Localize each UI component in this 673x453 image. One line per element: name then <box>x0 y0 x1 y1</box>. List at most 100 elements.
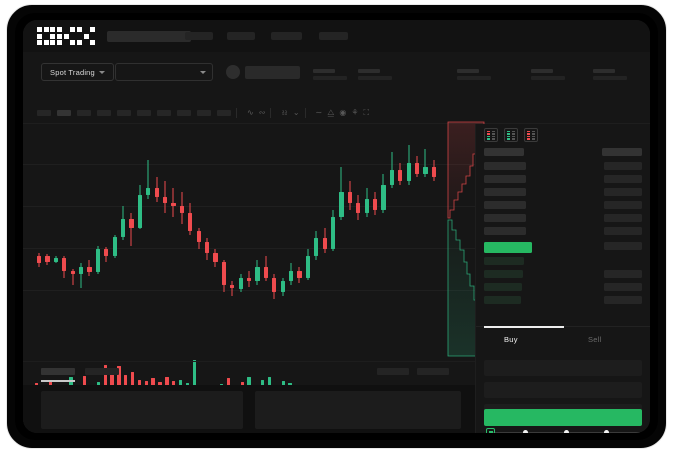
candle <box>45 124 50 324</box>
nav-item-3[interactable] <box>271 32 302 40</box>
order-book-and-trade-panel: Buy Sell <box>475 124 650 433</box>
ticker-stat <box>531 69 565 80</box>
tab-sell[interactable]: Sell <box>588 335 602 344</box>
candle-wick <box>72 268 74 285</box>
orders-tab-active[interactable] <box>41 368 75 375</box>
stat-label <box>313 69 335 73</box>
orderbook-mode-bids-icon[interactable] <box>504 128 518 142</box>
place-buy-order-button[interactable] <box>484 409 642 426</box>
timeframe-button[interactable] <box>57 109 71 116</box>
candle-body <box>289 270 294 282</box>
slider-stop-25[interactable] <box>523 429 528 433</box>
order-field-2[interactable] <box>484 382 642 398</box>
fullscreen-icon[interactable]: ⛶ <box>363 107 370 117</box>
settings-gear-icon[interactable]: ⚘ <box>351 107 359 117</box>
orderbook-ask-price[interactable] <box>484 188 526 196</box>
timeframe-button[interactable] <box>157 109 171 116</box>
nav-item-2[interactable] <box>227 32 255 40</box>
candle <box>331 124 336 324</box>
orders-action-2[interactable] <box>417 368 449 375</box>
candle <box>179 124 184 324</box>
tab-buy[interactable]: Buy <box>504 335 518 344</box>
orderbook-ask-price[interactable] <box>484 214 526 222</box>
timeframe-button[interactable] <box>197 109 211 116</box>
timeframe-button[interactable] <box>97 109 111 116</box>
chevron-down-icon[interactable]: ⌄ <box>292 107 300 117</box>
orderbook-ask-amount[interactable] <box>604 162 642 170</box>
orderbook-ask-price[interactable] <box>484 201 526 209</box>
okx-logo[interactable] <box>37 27 95 45</box>
tablet-device-frame: Spot Trading <box>6 4 667 449</box>
timeframe-button[interactable] <box>177 109 191 116</box>
orderbook-ask-price[interactable] <box>484 175 526 183</box>
orderbook-ask-amount[interactable] <box>604 175 642 183</box>
orderbook-ask-amount[interactable] <box>604 201 642 209</box>
candle-body <box>121 218 126 237</box>
trend-line-icon[interactable]: ∿ <box>247 107 254 117</box>
buy-sell-tab-bar: Buy Sell <box>476 326 650 354</box>
candle <box>129 124 134 324</box>
orderbook-ask-price[interactable] <box>484 227 526 235</box>
market-type-label: Spot Trading <box>50 67 95 77</box>
orderbook-spread-row[interactable] <box>484 242 532 253</box>
search-input[interactable] <box>107 30 191 42</box>
orderbook-bid-price[interactable] <box>484 296 521 304</box>
orderbook-bid-price[interactable] <box>484 257 524 265</box>
orderbook-bid-price[interactable] <box>484 270 523 278</box>
top-navigation-bar <box>23 20 650 52</box>
orderbook-bid-amount[interactable] <box>604 270 642 278</box>
main-content: Buy Sell <box>23 121 650 433</box>
candle <box>423 124 428 324</box>
nav-item-1[interactable] <box>185 32 213 40</box>
ticker-stat <box>457 69 491 80</box>
candle-body <box>255 267 260 282</box>
slider-stop-50[interactable] <box>564 429 569 433</box>
orderbook-bid-amount[interactable] <box>604 296 642 304</box>
orders-panel-right[interactable] <box>255 391 461 429</box>
orderbook-mode-both-icon[interactable] <box>484 128 498 142</box>
trading-pair-select[interactable] <box>115 63 213 81</box>
candle <box>431 124 436 324</box>
candle <box>230 124 235 324</box>
okx-trading-app: Spot Trading <box>23 20 650 433</box>
orders-panel-left[interactable] <box>41 391 243 429</box>
stat-label <box>593 69 615 73</box>
candle <box>205 124 210 324</box>
orderbook-header-price <box>484 148 524 156</box>
candle-body <box>263 267 268 278</box>
market-type-selector[interactable]: Spot Trading <box>41 63 114 81</box>
candlestick-chart[interactable] <box>23 124 493 324</box>
timeframe-button[interactable] <box>217 109 231 116</box>
orderbook-spread-amount <box>604 242 642 250</box>
candle <box>322 124 327 324</box>
timeframe-button[interactable] <box>117 109 131 116</box>
orderbook-ask-amount[interactable] <box>604 214 642 222</box>
timeframe-button[interactable] <box>137 109 151 116</box>
fibonacci-icon[interactable]: ∾ <box>258 107 266 117</box>
magnet-icon[interactable]: ⧋ <box>327 107 335 117</box>
timeframe-button[interactable] <box>77 109 91 116</box>
candle-body <box>45 256 50 262</box>
orderbook-mode-asks-icon[interactable] <box>524 128 538 142</box>
indicator-wave-icon[interactable]: ∼ <box>315 107 323 117</box>
timeframe-button[interactable] <box>37 109 51 116</box>
slider-stop-75[interactable] <box>604 429 609 433</box>
orderbook-bid-amount[interactable] <box>604 283 642 291</box>
order-book-rows[interactable] <box>476 148 650 323</box>
text-tool-icon[interactable]: ⎂ <box>281 107 288 117</box>
candle <box>314 124 319 324</box>
orderbook-ask-price[interactable] <box>484 162 526 170</box>
order-field-1[interactable] <box>484 360 642 376</box>
orders-action-1[interactable] <box>377 368 409 375</box>
candle <box>364 124 369 324</box>
amount-percent-slider[interactable] <box>486 428 640 433</box>
camera-icon[interactable]: ◉ <box>339 107 347 117</box>
slider-handle[interactable] <box>486 428 495 433</box>
nav-item-4[interactable] <box>319 32 348 40</box>
orderbook-bid-price[interactable] <box>484 283 522 291</box>
stat-value <box>358 76 392 80</box>
stat-value <box>457 76 491 80</box>
orderbook-ask-amount[interactable] <box>604 188 642 196</box>
orders-tab-inactive[interactable] <box>85 368 119 375</box>
orderbook-ask-amount[interactable] <box>604 227 642 235</box>
